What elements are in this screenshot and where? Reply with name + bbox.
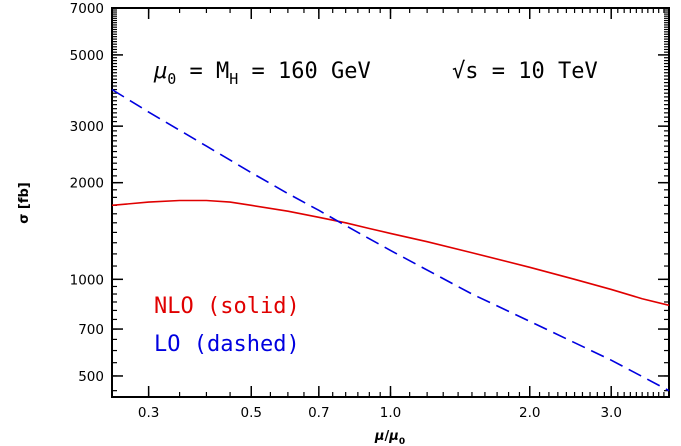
y-tick-label: 2000: [70, 176, 104, 192]
scale-mu: μ: [153, 59, 167, 84]
x-tick-label: 0.5: [241, 405, 262, 421]
plot-frame: [111, 7, 670, 398]
scale-annotation: μ0 = MH = 160 GeV: [153, 59, 371, 88]
y-axis-title: σ [fb]: [17, 182, 32, 224]
x-axis-title: μ/μ0: [374, 429, 405, 446]
x-tick-label: 0.7: [308, 405, 329, 421]
y-tick-label: 7000: [70, 1, 104, 17]
x-tick-label: 2.0: [519, 405, 540, 421]
y-tick-label: 5000: [70, 48, 104, 64]
x-title-sub: 0: [399, 437, 405, 446]
x-title-mu0: μ: [388, 429, 399, 444]
lo-dashed-line: [111, 88, 670, 392]
legend-nlo: NLO (solid): [154, 294, 300, 319]
scale-value: = 160 GeV: [238, 59, 370, 84]
x-title-mu: μ: [374, 429, 385, 444]
tick-labels: 0.3 0.5 0.7 1.0 2.0 3.0 500 700 1000 2000 3000 5000…: [70, 1, 622, 421]
x-tick-label: 3.0: [600, 405, 621, 421]
x-tick-label: 1.0: [380, 405, 401, 421]
scale-mu-subscript: 0: [167, 70, 176, 88]
x-tick-label: 0.3: [138, 405, 159, 421]
energy-annotation: √s = 10 TeV: [452, 59, 598, 84]
scale-mh-subscript: H: [229, 70, 238, 88]
legend-lo: LO (dashed): [154, 332, 300, 357]
y-tick-label: 500: [78, 369, 104, 385]
series-group: [111, 88, 670, 392]
nlo-solid-line: [111, 199, 670, 307]
y-tick-label: 700: [78, 322, 104, 338]
axis-ticks: [111, 7, 670, 397]
y-tick-label: 1000: [70, 272, 104, 288]
y-tick-label: 3000: [70, 119, 104, 135]
x-title-slash: /: [384, 429, 389, 444]
scale-equals: = M: [176, 59, 229, 84]
